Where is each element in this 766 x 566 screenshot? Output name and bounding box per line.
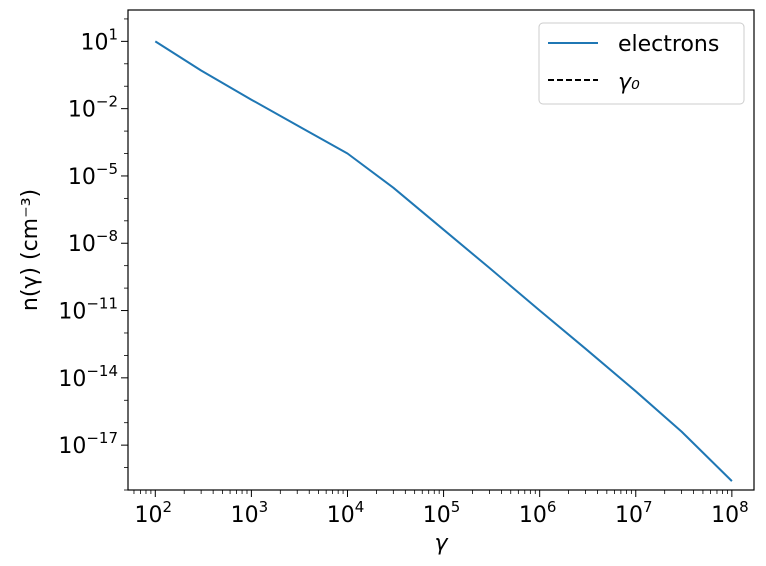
x-axis-label: γ	[434, 531, 448, 556]
y-tick-label: 10−11	[58, 295, 118, 325]
y-tick-label: 10−5	[68, 160, 118, 190]
x-tick-label: 106	[519, 498, 557, 528]
x-tick-label: 103	[231, 498, 269, 528]
legend-label-electrons: electrons	[618, 32, 719, 57]
x-tick-label: 107	[615, 498, 653, 528]
y-axis-ticks: 101 10−2 10−5 10−8 10−11 10−14 10−17	[58, 19, 128, 490]
y-tick-label: 10−2	[68, 93, 118, 123]
x-tick-label: 108	[711, 498, 749, 528]
x-tick-label: 102	[135, 498, 173, 528]
y-axis-label: n(γ) (cm⁻³)	[18, 189, 43, 311]
y-tick-label: 10−17	[58, 429, 118, 459]
x-tick-label: 105	[423, 498, 461, 528]
y-tick-label: 10−8	[68, 227, 118, 257]
y-tick-label: 10−14	[58, 362, 118, 392]
legend: electrons γ₀	[539, 23, 744, 104]
x-axis-ticks: 102 103 104 105 106 107 108	[134, 490, 749, 528]
x-tick-label: 104	[327, 498, 365, 528]
y-tick-label: 101	[80, 25, 118, 55]
legend-label-gamma0: γ₀	[618, 70, 640, 95]
